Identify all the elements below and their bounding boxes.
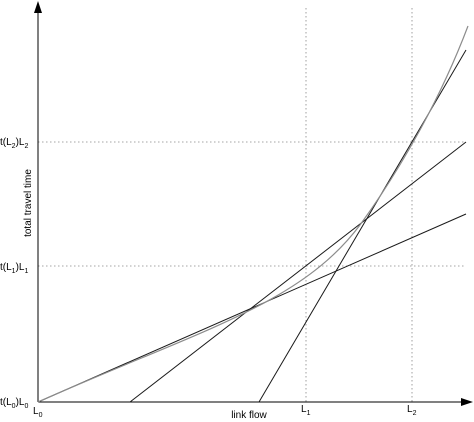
x-tick-label-l2: L2 (407, 404, 417, 417)
total-travel-time-curve (37, 25, 469, 403)
x-axis-label: link flow (231, 410, 267, 421)
guide-lines (38, 8, 466, 402)
y-tick-label-l0: t(L0)L0 (0, 397, 28, 410)
tangent-at-l1 (129, 141, 467, 403)
x-tick-label-l0: L0 (33, 406, 43, 419)
y-axis-label: total travel time (23, 169, 34, 237)
y-tick-label-l1: t(L1)L1 (0, 262, 28, 275)
y-axis-arrow-icon (34, 1, 42, 13)
x-tick-label-l1: L1 (301, 404, 311, 417)
x-axis-arrow-icon (461, 398, 473, 406)
axes (37, 6, 468, 403)
y-tick-label-l2: t(L2)L2 (0, 137, 28, 150)
tangent-lines (37, 49, 467, 403)
